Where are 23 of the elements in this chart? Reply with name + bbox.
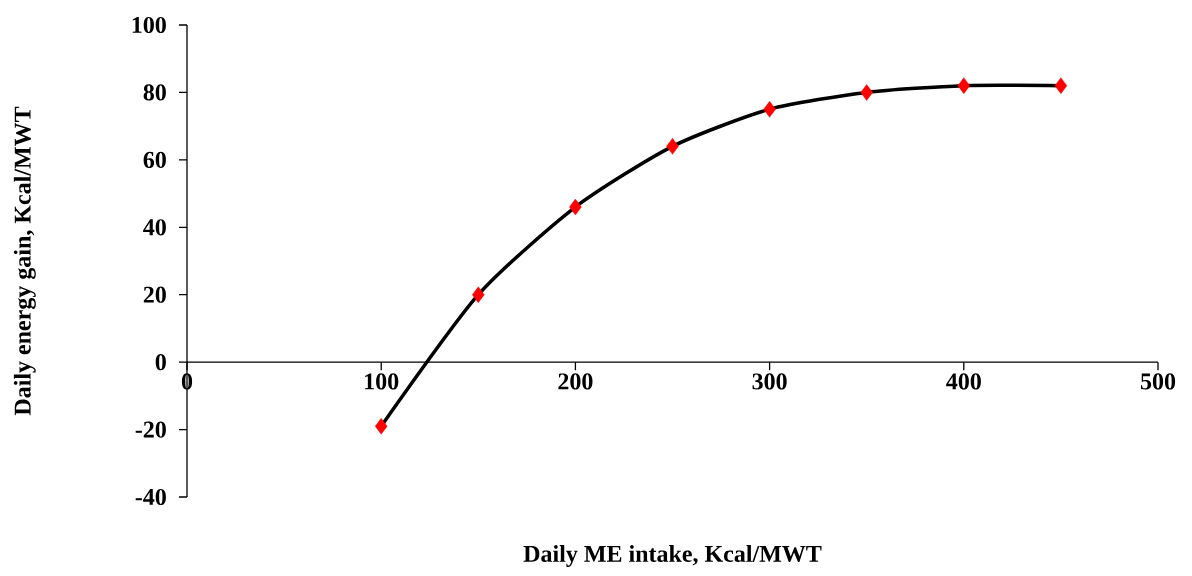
y-axis-title: Daily energy gain, Kcal/MWT (13, 106, 36, 416)
y-tick-label: -40 (135, 488, 166, 506)
x-tick-label: 100 (365, 373, 399, 390)
point (860, 84, 873, 101)
y-tick-label: 0 (155, 354, 166, 371)
x-tick-label: 500 (1140, 373, 1176, 390)
point (375, 418, 388, 435)
x-tick-label: 300 (752, 373, 787, 390)
y-tick-label: 60 (143, 151, 166, 168)
y-tick-label: 40 (143, 219, 166, 236)
x-tick-label: 400 (946, 373, 981, 390)
point (957, 77, 970, 94)
point (763, 101, 776, 118)
point (1054, 77, 1068, 94)
y-tick-label: 100 (132, 16, 166, 34)
y-tick-label: 20 (143, 286, 166, 303)
x-tick-label: 200 (558, 373, 593, 390)
y-tick-label: 80 (143, 84, 166, 101)
point (666, 138, 679, 155)
x-axis-title: Daily ME intake, Kcal/MWT (523, 545, 822, 567)
y-tick-label: -20 (135, 421, 166, 438)
point (569, 198, 582, 216)
point (472, 286, 485, 303)
